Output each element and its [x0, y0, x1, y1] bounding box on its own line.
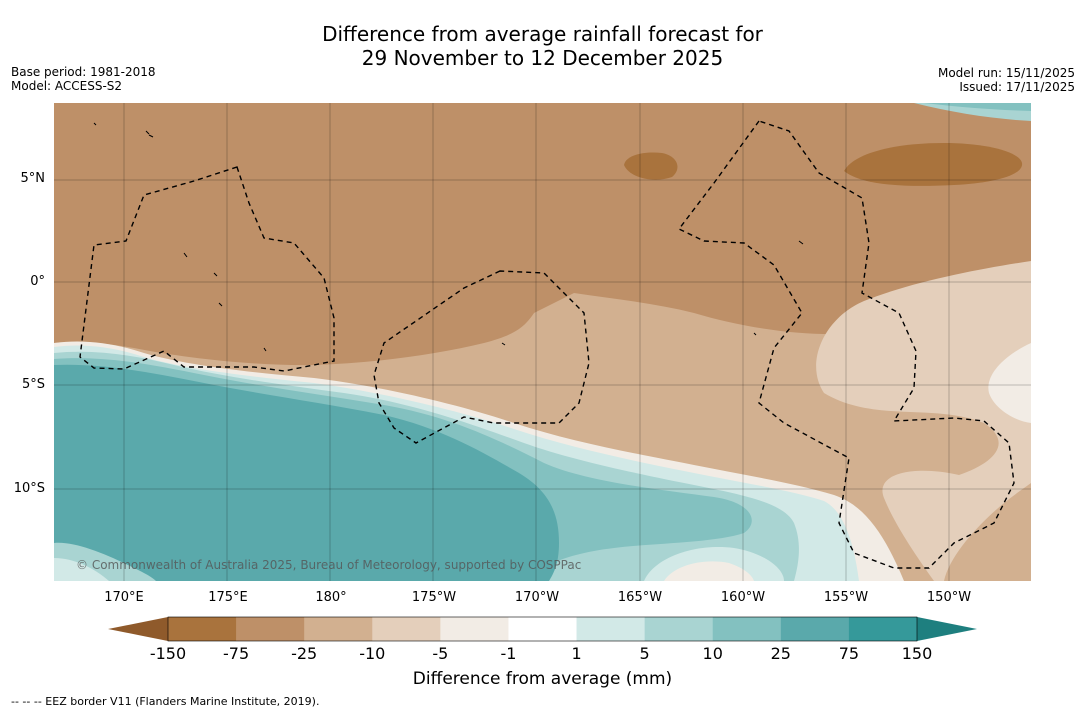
colorbar-tick-label: 5 — [639, 644, 650, 663]
lon-label-170w: 170°W — [514, 590, 560, 605]
lon-label-155w: 155°W — [823, 590, 869, 605]
colorbar-swatch — [644, 617, 714, 641]
rainfall-map: © Commonwealth of Australia 2025, Bureau… — [54, 103, 1031, 581]
wet-tip-northeast-core — [924, 103, 1031, 111]
colorbar-swatch — [236, 617, 305, 641]
colorbar-tick-label: -75 — [223, 644, 250, 663]
chart-title: Difference from average rainfall forecas… — [0, 22, 1085, 70]
much-wetter-region — [54, 364, 559, 581]
colorbar-over-arrow — [917, 617, 977, 641]
dry-region-north — [54, 103, 1031, 366]
lon-label-160w: 160°W — [720, 590, 766, 605]
colorbar-tick-label: -10 — [359, 644, 386, 663]
lat-label-5s: 5°S — [21, 377, 45, 392]
model-name: Model: ACCESS-S2 — [11, 79, 123, 93]
lon-label-175e: 175°E — [208, 590, 248, 605]
colorbar-tick-label: 10 — [702, 644, 723, 663]
colorbar-title: Difference from average (mm) — [412, 669, 673, 689]
light-patch-southwest — [54, 558, 109, 581]
lat-label-5n: 5°N — [20, 171, 46, 186]
lat-label-0: 0° — [30, 274, 45, 289]
colorbar-tick-label: 25 — [770, 644, 791, 663]
dry-region-southeast — [944, 483, 1031, 581]
colorbar-swatch — [780, 617, 850, 641]
lon-label-170e: 170°E — [104, 590, 144, 605]
lon-label-175w: 175°W — [411, 590, 457, 605]
base-period: Base period: 1981-2018 — [11, 65, 156, 79]
colorbar-swatch — [712, 617, 782, 641]
lon-label-165w: 165°W — [617, 590, 663, 605]
near-normal-east-patch — [988, 343, 1031, 423]
colorbar-under-arrow — [108, 617, 168, 641]
colorbar-swatch — [440, 617, 509, 641]
gridlines — [54, 103, 1031, 581]
colorbar-swatch — [848, 617, 918, 641]
model-run: Model run: 15/11/2025 — [937, 66, 1075, 80]
colorbar-swatch — [508, 617, 578, 641]
colorbar-swatches — [168, 617, 918, 641]
driest-patch-central — [624, 152, 678, 180]
colorbar-swatch — [576, 617, 646, 641]
driest-patch-east — [844, 143, 1023, 186]
meta-left: Base period: 1981-2018 Model: ACCESS-S2 — [11, 65, 156, 93]
lat-label-10s: 10°S — [13, 481, 45, 496]
colorbar-tick-label: -150 — [149, 644, 187, 663]
title-line-1: Difference from average rainfall forecas… — [322, 22, 763, 46]
colorbar-outline — [167, 616, 918, 642]
islands — [93, 122, 804, 352]
colorbar-tick-label: -5 — [432, 644, 449, 663]
meta-right: Model run: 15/11/2025 Issued: 17/11/2025 — [938, 66, 1075, 94]
colorbar-swatch — [372, 617, 441, 641]
colorbar-tick-label: 150 — [901, 644, 933, 663]
title-line-2: 29 November to 12 December 2025 — [361, 46, 724, 70]
lon-label-180: 180° — [315, 590, 347, 605]
colorbar-tick-label: -25 — [291, 644, 318, 663]
near-average-east — [816, 261, 1031, 581]
eez-footnote: -- -- -- EEZ border V11 (Flanders Marine… — [11, 695, 320, 708]
colorbar-tick-label: 75 — [838, 644, 860, 663]
colorbar-swatch — [168, 617, 237, 641]
issued-date: Issued: 17/11/2025 — [959, 80, 1075, 94]
eez-borders — [79, 120, 1015, 569]
lon-label-150w: 150°W — [926, 590, 972, 605]
copyright-notice: © Commonwealth of Australia 2025, Bureau… — [76, 558, 581, 572]
colorbar-swatch — [304, 617, 373, 641]
colorbar-tick-label: -1 — [500, 644, 517, 663]
near-normal-patch-south-central — [664, 561, 754, 581]
colorbar-tick-label: 1 — [571, 644, 582, 663]
